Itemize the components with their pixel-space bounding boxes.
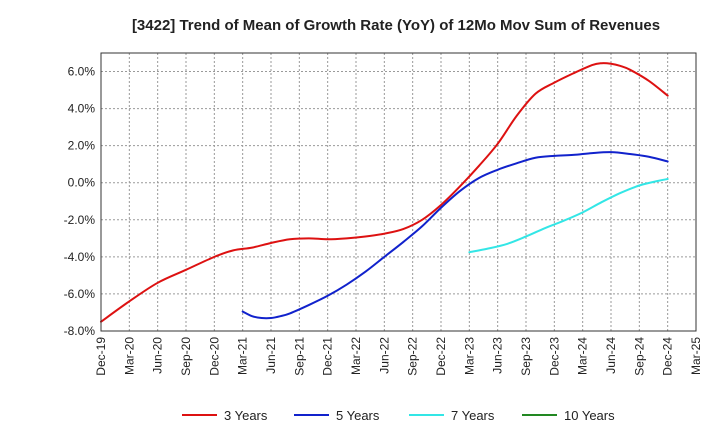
x-tick-label: Jun-22 xyxy=(377,337,391,374)
y-tick-label: 6.0% xyxy=(68,65,96,79)
x-tick-label: Sep-21 xyxy=(292,337,306,376)
y-tick-label: 4.0% xyxy=(68,102,96,116)
x-tick-label: Mar-23 xyxy=(462,337,476,375)
y-axis-ticks: 6.0% 4.0% 2.0% 0.0% -2.0% -4.0% -6.0% -8.0% xyxy=(64,65,96,338)
x-tick-label: Sep-23 xyxy=(519,337,533,376)
x-tick-label: Jun-24 xyxy=(604,337,618,374)
legend-label-7-years: 7 Years xyxy=(451,408,495,423)
y-tick-label: -8.0% xyxy=(64,324,96,338)
x-axis-ticks: Dec-19 Mar-20 Jun-20 Sep-20 Dec-20 Mar-21 Jun-… xyxy=(94,337,703,376)
legend-label-10-years: 10 Years xyxy=(564,408,615,423)
x-tick-label: Jun-20 xyxy=(151,337,165,374)
x-tick-label: Jun-23 xyxy=(491,337,505,374)
chart-title: [3422] Trend of Mean of Growth Rate (YoY… xyxy=(132,17,660,34)
x-tick-label: Mar-22 xyxy=(349,337,363,375)
y-tick-label: -2.0% xyxy=(64,213,96,227)
x-tick-label: Jun-21 xyxy=(264,337,278,374)
x-tick-label: Sep-24 xyxy=(632,337,646,376)
plot-area-border xyxy=(100,52,697,332)
x-tick-label: Mar-21 xyxy=(236,337,250,375)
x-tick-label: Dec-19 xyxy=(94,337,108,376)
series-line-5-years xyxy=(241,151,669,320)
x-tick-label: Dec-22 xyxy=(434,337,448,376)
y-tick-label: 2.0% xyxy=(68,139,96,153)
legend-label-3-years: 3 Years xyxy=(224,408,268,423)
x-tick-label: Dec-23 xyxy=(547,337,561,376)
x-tick-label: Sep-20 xyxy=(179,337,193,376)
x-tick-label: Mar-20 xyxy=(122,337,136,375)
plot-area-background xyxy=(101,53,696,331)
x-tick-label: Mar-25 xyxy=(689,337,703,375)
x-tick-label: Dec-21 xyxy=(321,337,335,376)
y-tick-label: -4.0% xyxy=(64,250,96,264)
legend-label-5-years: 5 Years xyxy=(336,408,380,423)
legend: 3 Years 5 Years 7 Years 10 Years xyxy=(182,408,615,423)
x-tick-label: Sep-22 xyxy=(406,337,420,376)
series-line-3-years xyxy=(100,62,669,323)
y-tick-label: 0.0% xyxy=(68,176,96,190)
series-line-7-years xyxy=(468,178,669,254)
x-tick-label: Mar-24 xyxy=(576,337,590,375)
series-lines xyxy=(100,62,669,323)
y-tick-label: -6.0% xyxy=(64,287,96,301)
x-tick-label: Dec-20 xyxy=(207,337,221,376)
x-tick-label: Dec-24 xyxy=(661,337,675,376)
